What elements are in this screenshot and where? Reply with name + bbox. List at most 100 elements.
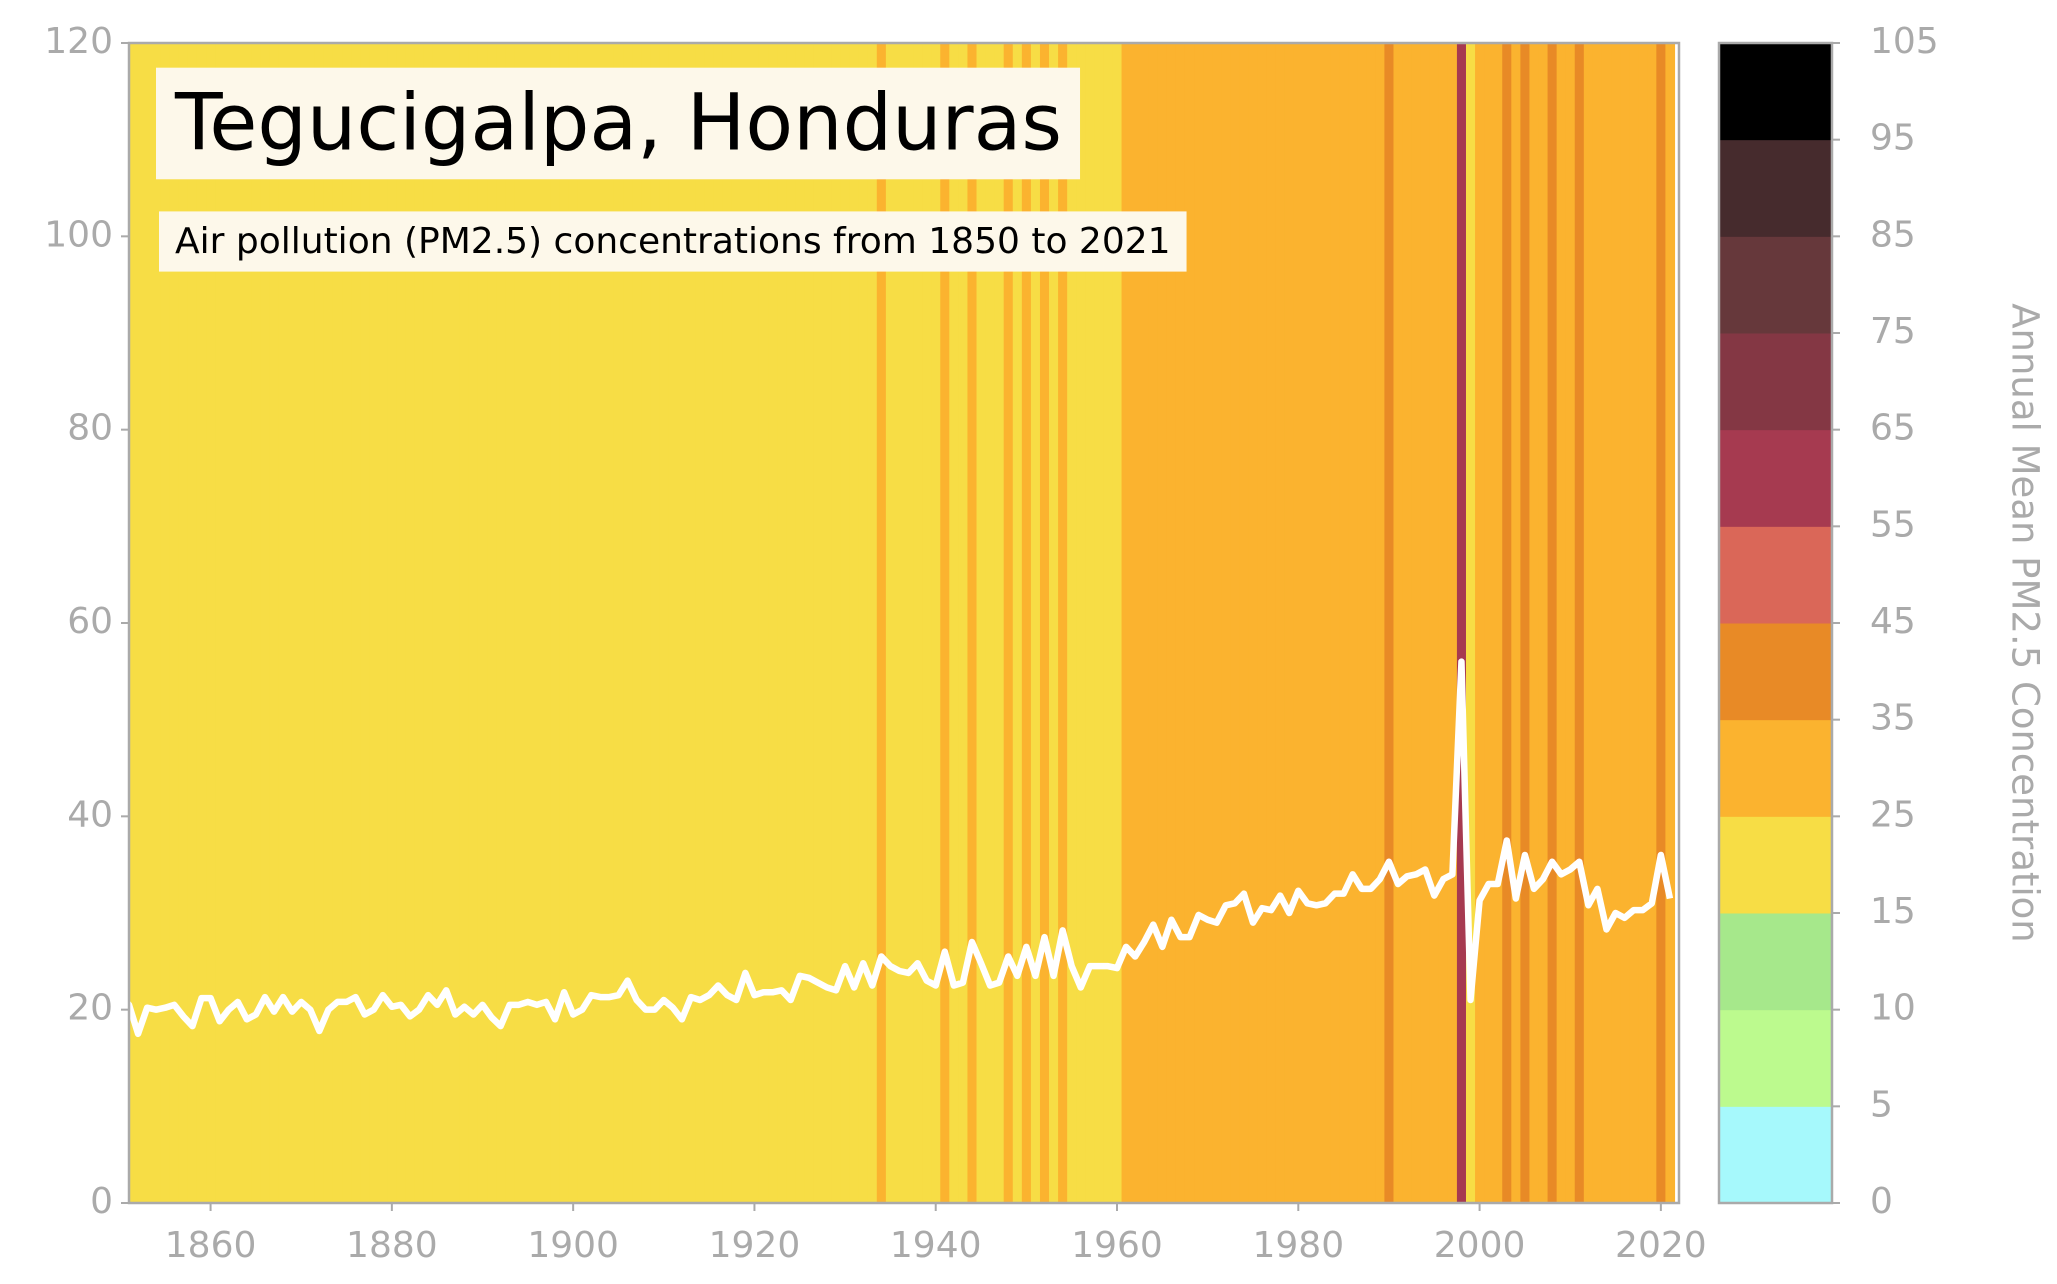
stripe	[1058, 43, 1068, 1203]
stripe	[786, 43, 796, 1203]
line	[129, 658, 1674, 1038]
stripe	[1248, 43, 1259, 1203]
stripe	[1148, 43, 1159, 1203]
stripe	[731, 43, 742, 1203]
stripe	[1601, 43, 1612, 1203]
stripe	[623, 43, 633, 1203]
y-tick-label: 60	[67, 601, 113, 642]
stripe	[931, 43, 941, 1203]
stripe	[242, 43, 252, 1203]
stripe	[586, 43, 597, 1203]
stripe	[1638, 43, 1648, 1203]
stripe	[423, 43, 434, 1203]
stripe	[496, 43, 506, 1203]
stripe	[840, 43, 851, 1203]
colorbar-tick-label: 10	[1870, 988, 1916, 1029]
stripe	[604, 43, 615, 1203]
stripe	[985, 43, 996, 1203]
stripe	[342, 43, 352, 1203]
stripe	[1085, 43, 1095, 1203]
stripe	[704, 43, 715, 1203]
line-layer	[129, 658, 1674, 1038]
stripe	[224, 43, 234, 1203]
stripe	[305, 43, 316, 1203]
stripe	[1556, 43, 1567, 1203]
stripe	[713, 43, 724, 1203]
stripe	[332, 43, 343, 1203]
stripe	[1656, 43, 1667, 1203]
stripe	[514, 43, 524, 1203]
stripe	[1447, 43, 1458, 1203]
stripe	[1221, 43, 1231, 1203]
stripe	[541, 43, 552, 1203]
colorbar-segment	[1719, 623, 1832, 721]
stripe	[369, 43, 379, 1203]
stripe	[269, 43, 280, 1203]
stripe	[1665, 43, 1676, 1203]
stripe	[1475, 43, 1485, 1203]
stripe	[804, 43, 814, 1203]
stripe	[740, 43, 751, 1203]
stripe	[169, 43, 180, 1203]
colorbar-tick-label: 105	[1870, 21, 1939, 62]
colorbar-tick-label: 35	[1870, 698, 1916, 739]
stripe	[1166, 43, 1177, 1203]
stripe	[1049, 43, 1059, 1203]
colorbar-tick-label: 65	[1870, 408, 1916, 449]
stripe	[251, 43, 262, 1203]
stripe	[1130, 43, 1141, 1203]
stripe	[129, 43, 135, 1203]
stripe	[1647, 43, 1657, 1203]
title-box	[156, 67, 1081, 180]
stripes	[129, 43, 1676, 1203]
stripe	[414, 43, 425, 1203]
x-tick-label: 1940	[890, 1225, 982, 1266]
stripe	[1112, 43, 1123, 1203]
stripe	[151, 43, 162, 1203]
y-tick-label: 20	[67, 988, 113, 1029]
stripe	[1538, 43, 1549, 1203]
stripe	[994, 43, 1005, 1203]
stripe	[233, 43, 243, 1203]
colorbar-segment	[1719, 236, 1832, 334]
colorbar-segment	[1719, 913, 1832, 1011]
stripe	[904, 43, 914, 1203]
stripe	[1230, 43, 1240, 1203]
stripe	[1030, 43, 1041, 1203]
y-tick-label: 120	[44, 21, 113, 62]
stripe	[1157, 43, 1168, 1203]
stripe	[849, 43, 860, 1203]
stripe	[360, 43, 370, 1203]
stripe	[196, 43, 207, 1203]
stripe	[722, 43, 733, 1203]
stripe	[550, 43, 561, 1203]
stripe	[1012, 43, 1023, 1203]
x-tick-label: 1880	[346, 1225, 438, 1266]
stripe	[559, 43, 570, 1203]
stripe	[1121, 43, 1132, 1203]
y-tick-label: 100	[44, 214, 113, 255]
stripe	[1094, 43, 1105, 1203]
stripe	[441, 43, 452, 1203]
colorbar-tick-label: 45	[1870, 601, 1916, 642]
stripe	[1302, 43, 1313, 1203]
colorbar-tick-label: 95	[1870, 118, 1916, 159]
stripe	[1502, 43, 1512, 1203]
stripe	[1611, 43, 1621, 1203]
stripe	[142, 43, 153, 1203]
stripe	[958, 43, 969, 1203]
stripe	[1293, 43, 1304, 1203]
stripe	[1393, 43, 1404, 1203]
stripe	[287, 43, 298, 1203]
stripe	[976, 43, 987, 1203]
stripe	[1239, 43, 1250, 1203]
stripe	[1438, 43, 1449, 1203]
stripe	[1592, 43, 1603, 1203]
stripe	[323, 43, 334, 1203]
stripe	[387, 43, 397, 1203]
stripe	[1620, 43, 1630, 1203]
stripe	[477, 43, 488, 1203]
stripe	[913, 43, 923, 1203]
stripe	[1266, 43, 1277, 1203]
